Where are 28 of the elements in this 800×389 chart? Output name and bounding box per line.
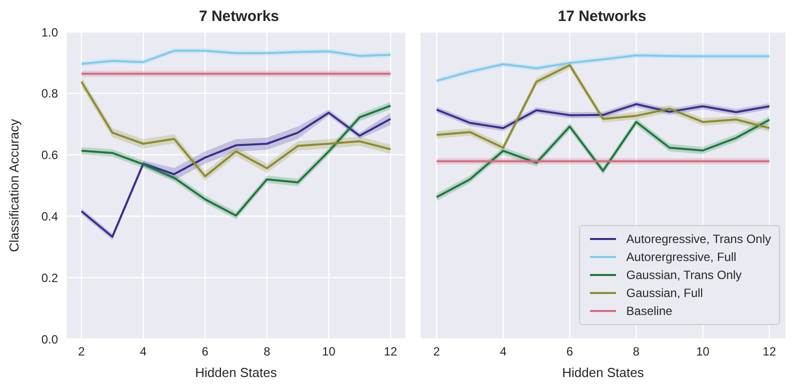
y-tick-label: 0.0 — [41, 332, 58, 346]
x-tick-label: 4 — [500, 344, 507, 359]
y-tick-label: 0.2 — [41, 270, 58, 285]
y-tick-label: 0.6 — [41, 148, 58, 162]
x-tick-label: 12 — [384, 344, 398, 359]
legend-label: Gaussian, Trans Only — [626, 268, 742, 282]
y-tick-label: 0.4 — [41, 209, 58, 224]
x-axis-title: Hidden States — [195, 365, 278, 380]
chart-title: 7 Networks — [198, 8, 280, 25]
y-tick-label: 0.8 — [41, 86, 58, 101]
x-tick-label: 10 — [322, 344, 336, 359]
y-tick-label: 1.0 — [41, 25, 58, 40]
legend-label: Baseline — [626, 304, 672, 318]
x-tick-label: 6 — [566, 344, 574, 359]
x-tick-label: 12 — [762, 344, 776, 359]
x-axis-title: Hidden States — [562, 365, 644, 380]
x-tick-label: 6 — [202, 344, 209, 359]
legend-label: Autoregressive, Trans Only — [626, 232, 771, 246]
x-tick-label: 4 — [140, 344, 147, 359]
x-tick-label: 8 — [264, 344, 271, 359]
x-tick-label: 2 — [433, 344, 440, 359]
legend-label: Autorergressive, Full — [626, 250, 736, 264]
x-tick-label: 8 — [632, 344, 640, 359]
y-axis-title: Classification Accuracy — [6, 118, 22, 252]
x-tick-label: 2 — [78, 344, 86, 359]
chart-title: 17 Networks — [556, 8, 648, 27]
x-tick-label: 10 — [696, 344, 710, 359]
legend-label: Gaussian, Full — [626, 286, 703, 300]
